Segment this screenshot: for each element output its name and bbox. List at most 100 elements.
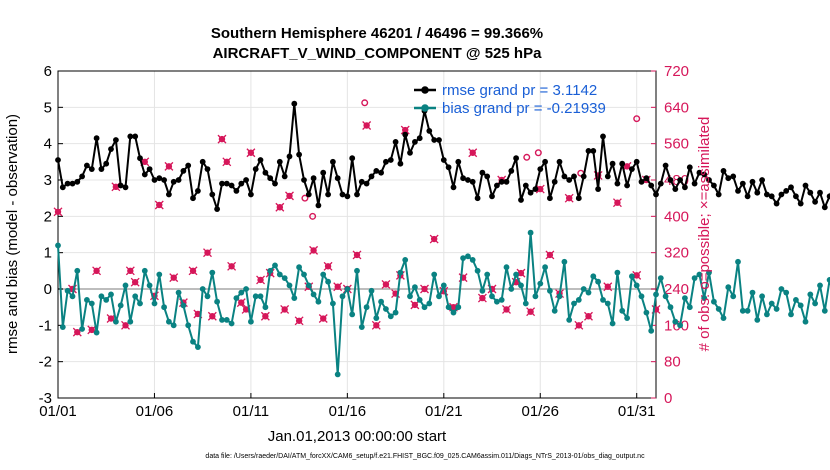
bias-point [474, 267, 481, 274]
bias-point [744, 307, 751, 314]
rmse-point [489, 193, 495, 200]
rmse-point [59, 184, 66, 191]
bias-point [749, 289, 756, 296]
rmse-point [711, 182, 717, 189]
bias-point [98, 293, 105, 300]
rmse-point [436, 137, 442, 143]
bias-point [79, 326, 85, 332]
bias-point [648, 327, 655, 334]
x-tick-label: 01/26 [521, 403, 559, 420]
obs-assimilated-marker [280, 304, 290, 314]
bias-point [494, 298, 500, 305]
rmse-point [113, 137, 119, 143]
obs-assimilated-marker [207, 311, 217, 321]
bias-point [518, 282, 524, 289]
rmse-point [744, 193, 751, 200]
rmse-point [513, 155, 519, 162]
rmse-point [503, 178, 510, 185]
bias-point [551, 307, 558, 314]
bias-point [812, 300, 818, 307]
rmse-point [783, 188, 790, 194]
obs-assimilated-marker [400, 125, 410, 135]
rmse-point [624, 182, 630, 189]
obs-assimilated-cross [545, 250, 555, 260]
bias-point [180, 302, 187, 309]
obs-assimilated-marker [318, 314, 328, 323]
bias-point [629, 273, 635, 280]
obs-assimilated-cross [603, 282, 613, 292]
rmse-point [320, 169, 327, 176]
rmse-point [199, 158, 206, 165]
obs-possible-marker [633, 115, 641, 123]
y-tick-label: -3 [39, 390, 52, 407]
bias-point [783, 289, 790, 296]
rmse-point [571, 173, 577, 180]
obs-assimilated-cross [468, 148, 478, 158]
bias-point [310, 291, 317, 298]
rmse-point [802, 182, 809, 189]
rmse-point [88, 166, 95, 173]
rmse-point [460, 175, 466, 182]
obs-assimilated-marker [468, 148, 478, 158]
bias-point [609, 320, 616, 327]
bias-point [542, 264, 548, 271]
bias-point [653, 291, 659, 298]
obs-assimilated-marker [294, 316, 304, 326]
rmse-point [725, 175, 732, 182]
rmse-point [108, 146, 114, 153]
rmse-point [561, 173, 568, 180]
obs-assimilated-marker [285, 191, 294, 201]
rmse-point [378, 169, 384, 176]
bias-point [74, 267, 81, 274]
rmse-point [720, 168, 727, 174]
rmse-point [233, 188, 240, 194]
rmse-point [170, 178, 177, 185]
bias-point [137, 300, 143, 307]
rmse-point [358, 178, 365, 185]
obs-assimilated-cross [420, 284, 429, 294]
rmse-point [349, 155, 356, 162]
bias-point [407, 293, 413, 300]
bias-point [817, 282, 823, 289]
rmse-point [257, 157, 264, 163]
rmse-point [383, 158, 389, 165]
data-series [55, 100, 830, 378]
rmse-point [773, 200, 780, 207]
bias-point [141, 267, 148, 274]
rmse-point [74, 178, 81, 185]
y2-tick-label: 80 [664, 354, 681, 371]
bias-point [614, 269, 621, 276]
rmse-point [826, 193, 830, 200]
bias-point [252, 293, 259, 300]
rmse-point [547, 195, 553, 202]
bias-point [600, 297, 606, 303]
rmse-point [788, 184, 794, 191]
bias-point [595, 278, 601, 285]
obs-assimilated-cross [130, 277, 140, 287]
legend-marker-rmse [421, 86, 429, 94]
y-tick-label: 1 [44, 245, 52, 262]
legend-label-bias: bias grand pr = -0.21939 [442, 100, 606, 117]
rmse-point [272, 180, 278, 187]
obs-possible-marker [361, 99, 369, 107]
rmse-point [657, 180, 664, 187]
rmse-point [161, 177, 168, 183]
bias-point [320, 271, 327, 278]
bias-point [735, 258, 741, 265]
x-tick-label: 01/11 [233, 403, 269, 420]
bias-point [301, 271, 307, 278]
obs-assimilated-marker [535, 184, 545, 194]
bias-point [161, 304, 168, 311]
y-tick-label: -2 [39, 354, 52, 371]
x-tick-label: 01/16 [329, 403, 367, 420]
rmse-point [262, 169, 269, 176]
rmse-point [715, 191, 722, 198]
x-axis-label: Jan.01,2013 00:00:00 start [268, 428, 447, 445]
y-tick-label: 3 [44, 172, 52, 189]
bias-point [209, 269, 216, 276]
bias-point [764, 311, 770, 318]
rmse-point [691, 180, 698, 187]
obs-assimilated-marker [72, 327, 82, 337]
obs-assimilated-cross [439, 286, 449, 296]
obs-assimilated-cross [87, 325, 97, 335]
